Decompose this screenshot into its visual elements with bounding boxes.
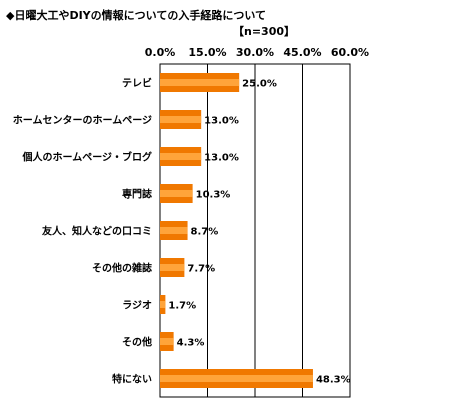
data-label: 13.0%	[204, 116, 239, 127]
category-label: ラジオ	[122, 300, 152, 312]
data-label: 4.3%	[177, 338, 205, 349]
x-tick-label: 30.0%	[236, 46, 274, 59]
category-label: その他	[122, 336, 152, 349]
x-tick-label: 60.0%	[331, 46, 369, 59]
x-tick-label: 15.0%	[188, 46, 226, 59]
bar-highlight	[160, 190, 193, 197]
category-label: テレビ	[122, 77, 152, 90]
x-tick-label: 0.0%	[145, 46, 176, 59]
data-label: 13.0%	[204, 153, 239, 164]
chart-title: ◆日曜大工やDIYの情報についての入手経路について	[6, 9, 266, 22]
category-label: 個人のホームページ・ブログ	[22, 151, 153, 164]
data-label: 25.0%	[242, 79, 277, 90]
sample-size-label: 【n=300】	[233, 25, 296, 38]
data-label: 10.3%	[196, 190, 231, 201]
data-label: 8.7%	[191, 227, 219, 238]
bar-highlight	[160, 338, 174, 345]
x-tick-label: 45.0%	[283, 46, 321, 59]
data-label: 48.3%	[316, 375, 351, 386]
bar-highlight	[160, 264, 185, 271]
category-label: その他の雑誌	[92, 262, 152, 275]
data-label: 7.7%	[187, 264, 215, 275]
category-label: 特にない	[112, 373, 152, 386]
bar-highlight	[160, 153, 202, 160]
bar-highlight	[160, 227, 188, 234]
bar-highlight	[160, 375, 313, 382]
data-label: 1.7%	[168, 301, 196, 312]
bar-highlight	[160, 79, 240, 86]
category-label: 専門誌	[122, 188, 152, 201]
bar-highlight	[160, 116, 202, 123]
bar-highlight	[160, 301, 166, 308]
category-label: 友人、知人などの口コミ	[42, 225, 152, 238]
category-label: ホームセンターのホームページ	[13, 115, 152, 127]
